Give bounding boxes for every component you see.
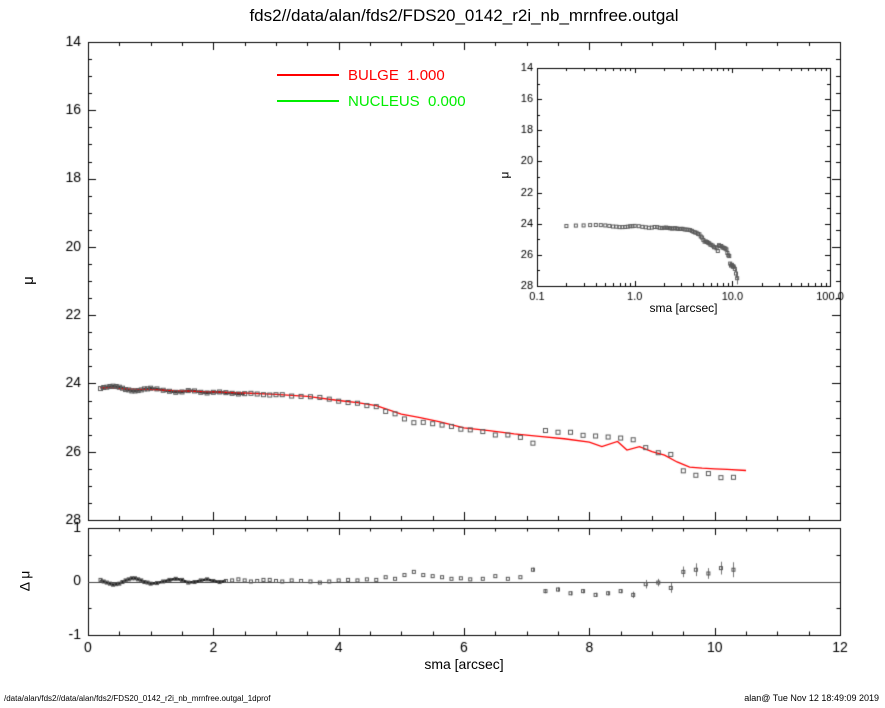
legend: BULGE 1.000 NUCLEUS 0.000 bbox=[277, 62, 466, 114]
bulge-line-swatch bbox=[277, 74, 339, 76]
legend-item-nucleus: NUCLEUS 0.000 bbox=[277, 88, 466, 114]
inset-y-axis-label: μ bbox=[497, 171, 512, 179]
residual-y-axis-label: Δ μ bbox=[16, 570, 33, 592]
nucleus-legend-label: NUCLEUS 0.000 bbox=[348, 92, 466, 110]
x-axis-label: sma [arcsec] bbox=[424, 656, 504, 672]
plot-title: fds2//data/alan/fds2/FDS20_0142_r2i_nb_m… bbox=[249, 6, 679, 25]
footer-file-path: /data/alan/fds2//data/alan/fds2/FDS20_01… bbox=[4, 694, 271, 703]
nucleus-line-swatch bbox=[277, 100, 339, 102]
main-y-axis-label: μ bbox=[19, 276, 37, 285]
bulge-legend-label: BULGE 1.000 bbox=[348, 66, 445, 84]
footer-user-timestamp: alan@ Tue Nov 12 18:49:09 2019 bbox=[744, 693, 879, 703]
legend-item-bulge: BULGE 1.000 bbox=[277, 62, 466, 88]
inset-x-axis-label: sma [arcsec] bbox=[649, 301, 718, 315]
